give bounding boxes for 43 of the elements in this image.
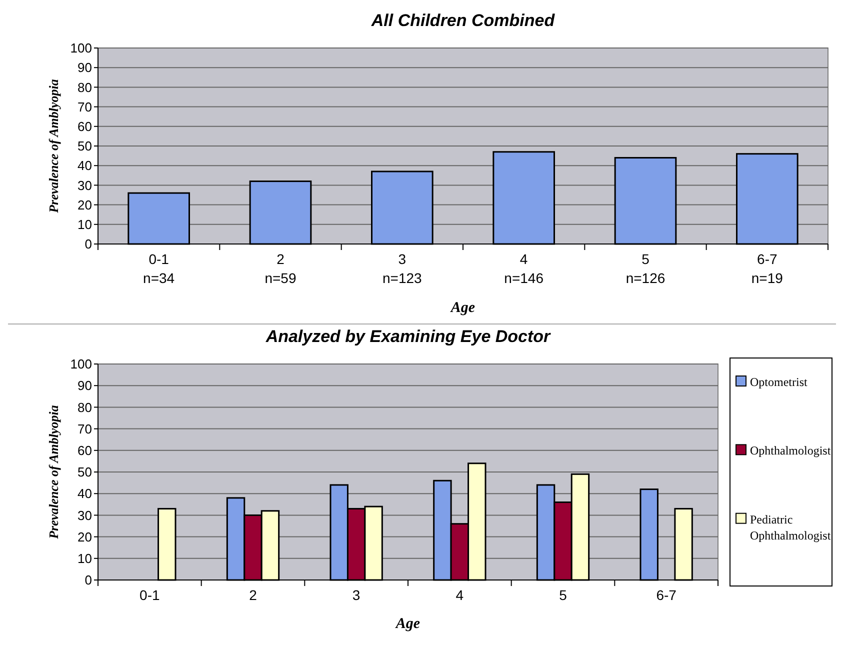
- x-tick-label: 4: [456, 587, 464, 603]
- x-tick-label: 3: [352, 587, 360, 603]
- y-tick-label: 0: [84, 572, 92, 588]
- y-axis-title: Prevalence of Amblyopia: [46, 78, 61, 213]
- y-tick-label: 60: [78, 442, 92, 458]
- legend-label: Optometrist: [750, 375, 808, 389]
- x-tick-label: 5: [559, 587, 568, 603]
- x-tick-label: 6-7 n=19: [751, 251, 784, 286]
- x-tick-label: 2 n=59: [264, 251, 296, 286]
- y-tick-label: 70: [78, 421, 92, 436]
- legend-label: Pediatric Ophthalmologist: [750, 512, 832, 542]
- chart-title: Analyzed by Examining Eye Doctor: [264, 327, 552, 346]
- y-tick-label: 10: [78, 550, 92, 566]
- chart-title: All Children Combined: [370, 11, 556, 30]
- y-tick-label: 60: [78, 118, 92, 134]
- y-tick-label: 10: [78, 216, 92, 232]
- y-tick-label: 40: [78, 486, 92, 502]
- x-tick-label: 4 n=146: [504, 251, 544, 286]
- y-tick-label: 100: [70, 356, 92, 372]
- y-tick-label: 20: [78, 197, 92, 212]
- y-tick-label: 30: [78, 178, 92, 193]
- legend-label: Ophthalmologist: [750, 444, 832, 458]
- x-tick-label: 5 n=126: [626, 251, 666, 286]
- y-tick-label: 50: [78, 138, 92, 154]
- x-tick-label: 0-1: [140, 587, 160, 603]
- y-tick-label: 90: [78, 60, 92, 76]
- x-tick-label: 0-1 n=34: [143, 251, 175, 286]
- y-tick-label: 20: [78, 529, 92, 544]
- x-tick-label: 6-7: [656, 587, 677, 603]
- y-tick-label: 100: [70, 40, 92, 56]
- x-tick-label: 3 n=123: [382, 251, 422, 286]
- y-tick-label: 80: [78, 80, 92, 95]
- y-tick-label: 40: [78, 158, 92, 174]
- y-tick-label: 90: [78, 378, 92, 394]
- y-tick-label: 50: [78, 464, 92, 480]
- y-tick-label: 80: [78, 400, 92, 415]
- y-axis-title: Prevalence of Amblyopia: [46, 404, 61, 539]
- x-tick-label: 2: [249, 587, 258, 603]
- y-tick-label: 0: [84, 236, 92, 252]
- x-axis-title: Age: [394, 616, 420, 632]
- y-tick-label: 70: [78, 99, 92, 114]
- y-tick-label: 30: [78, 508, 92, 523]
- x-axis-title: Age: [450, 300, 476, 316]
